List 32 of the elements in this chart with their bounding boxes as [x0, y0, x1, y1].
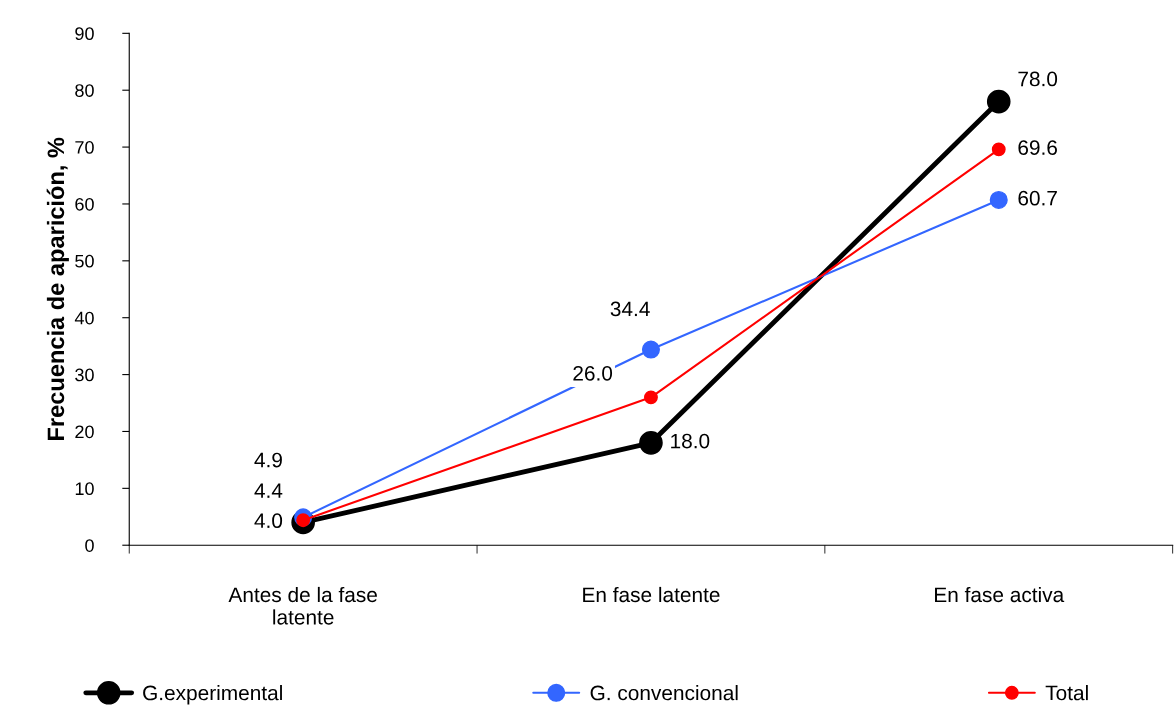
point: [991, 142, 1006, 157]
y-tick-label: 90: [75, 27, 94, 41]
y-tick-label: 30: [75, 368, 94, 382]
point: [644, 390, 658, 405]
point: [989, 190, 1008, 210]
point: [641, 340, 660, 359]
y-tick-label: 20: [75, 425, 94, 439]
y-tick-label: 50: [75, 254, 94, 268]
point: [986, 89, 1011, 114]
y-tick-label: 0: [85, 539, 94, 552]
y-tick-label: 60: [75, 197, 94, 211]
x-tick-label: En fase activa: [935, 586, 1065, 603]
data-label: 60.7: [1018, 190, 1057, 206]
legend-label: G. convencional: [590, 685, 738, 701]
legend-label: Total: [1045, 685, 1088, 701]
data-label: 4.4: [254, 483, 283, 498]
data-label: 69.6: [1018, 140, 1057, 155]
x-tick-label: En fase latente: [583, 586, 720, 603]
y-tick-label: 70: [75, 141, 94, 154]
data-label: 34.4: [610, 301, 650, 317]
data-label: 4.0: [254, 513, 283, 529]
data-label: 18.0: [671, 433, 710, 449]
point: [639, 431, 663, 455]
y-tick-label: 40: [74, 311, 94, 325]
data-label: 4.9: [254, 452, 282, 468]
data-label: 26.0: [573, 365, 613, 381]
legend-label: G.experimental: [143, 685, 282, 705]
y-tick-label: 80: [75, 84, 94, 97]
data-label: 78.0: [1018, 71, 1058, 87]
y-tick-label: 10: [75, 482, 94, 496]
y-axis-title: Frecuencia de aparición, %: [46, 137, 69, 440]
x-tick-label: Antes de la fase latente: [228, 586, 377, 625]
